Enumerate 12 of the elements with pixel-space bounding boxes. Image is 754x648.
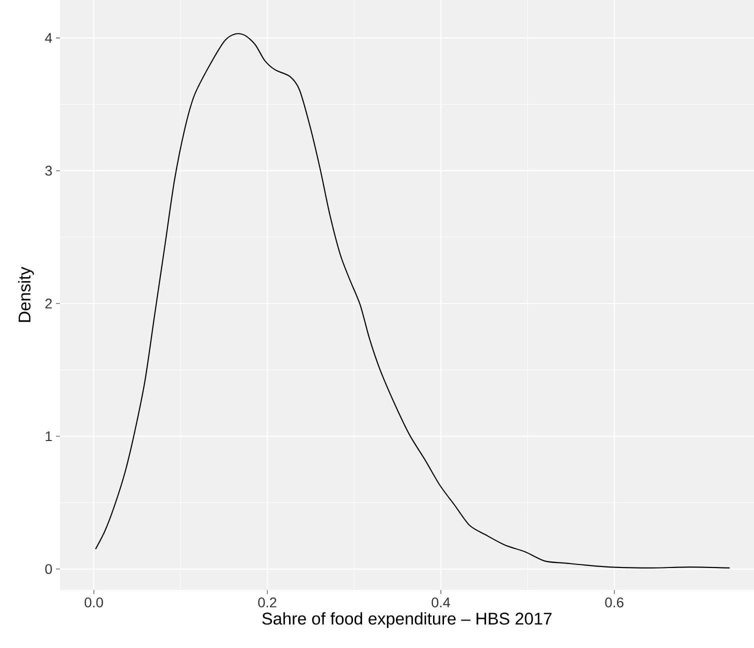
- x-axis-title: Sahre of food expenditure – HBS 2017: [262, 612, 552, 628]
- x-tick-label: 0.6: [605, 598, 624, 608]
- x-tick-label: 0.2: [258, 598, 276, 608]
- x-tick-label: 0.0: [84, 598, 103, 608]
- y-tick-label: 2: [45, 298, 52, 308]
- y-tick-label: 3: [45, 166, 52, 176]
- y-tick-label: 0: [45, 564, 52, 574]
- y-tick-label: 1: [46, 431, 52, 442]
- y-tick-label: 4: [45, 33, 52, 43]
- y-axis-title: Density: [18, 266, 34, 322]
- x-tick-label: 0.4: [432, 598, 450, 608]
- line-series: [95, 33, 730, 569]
